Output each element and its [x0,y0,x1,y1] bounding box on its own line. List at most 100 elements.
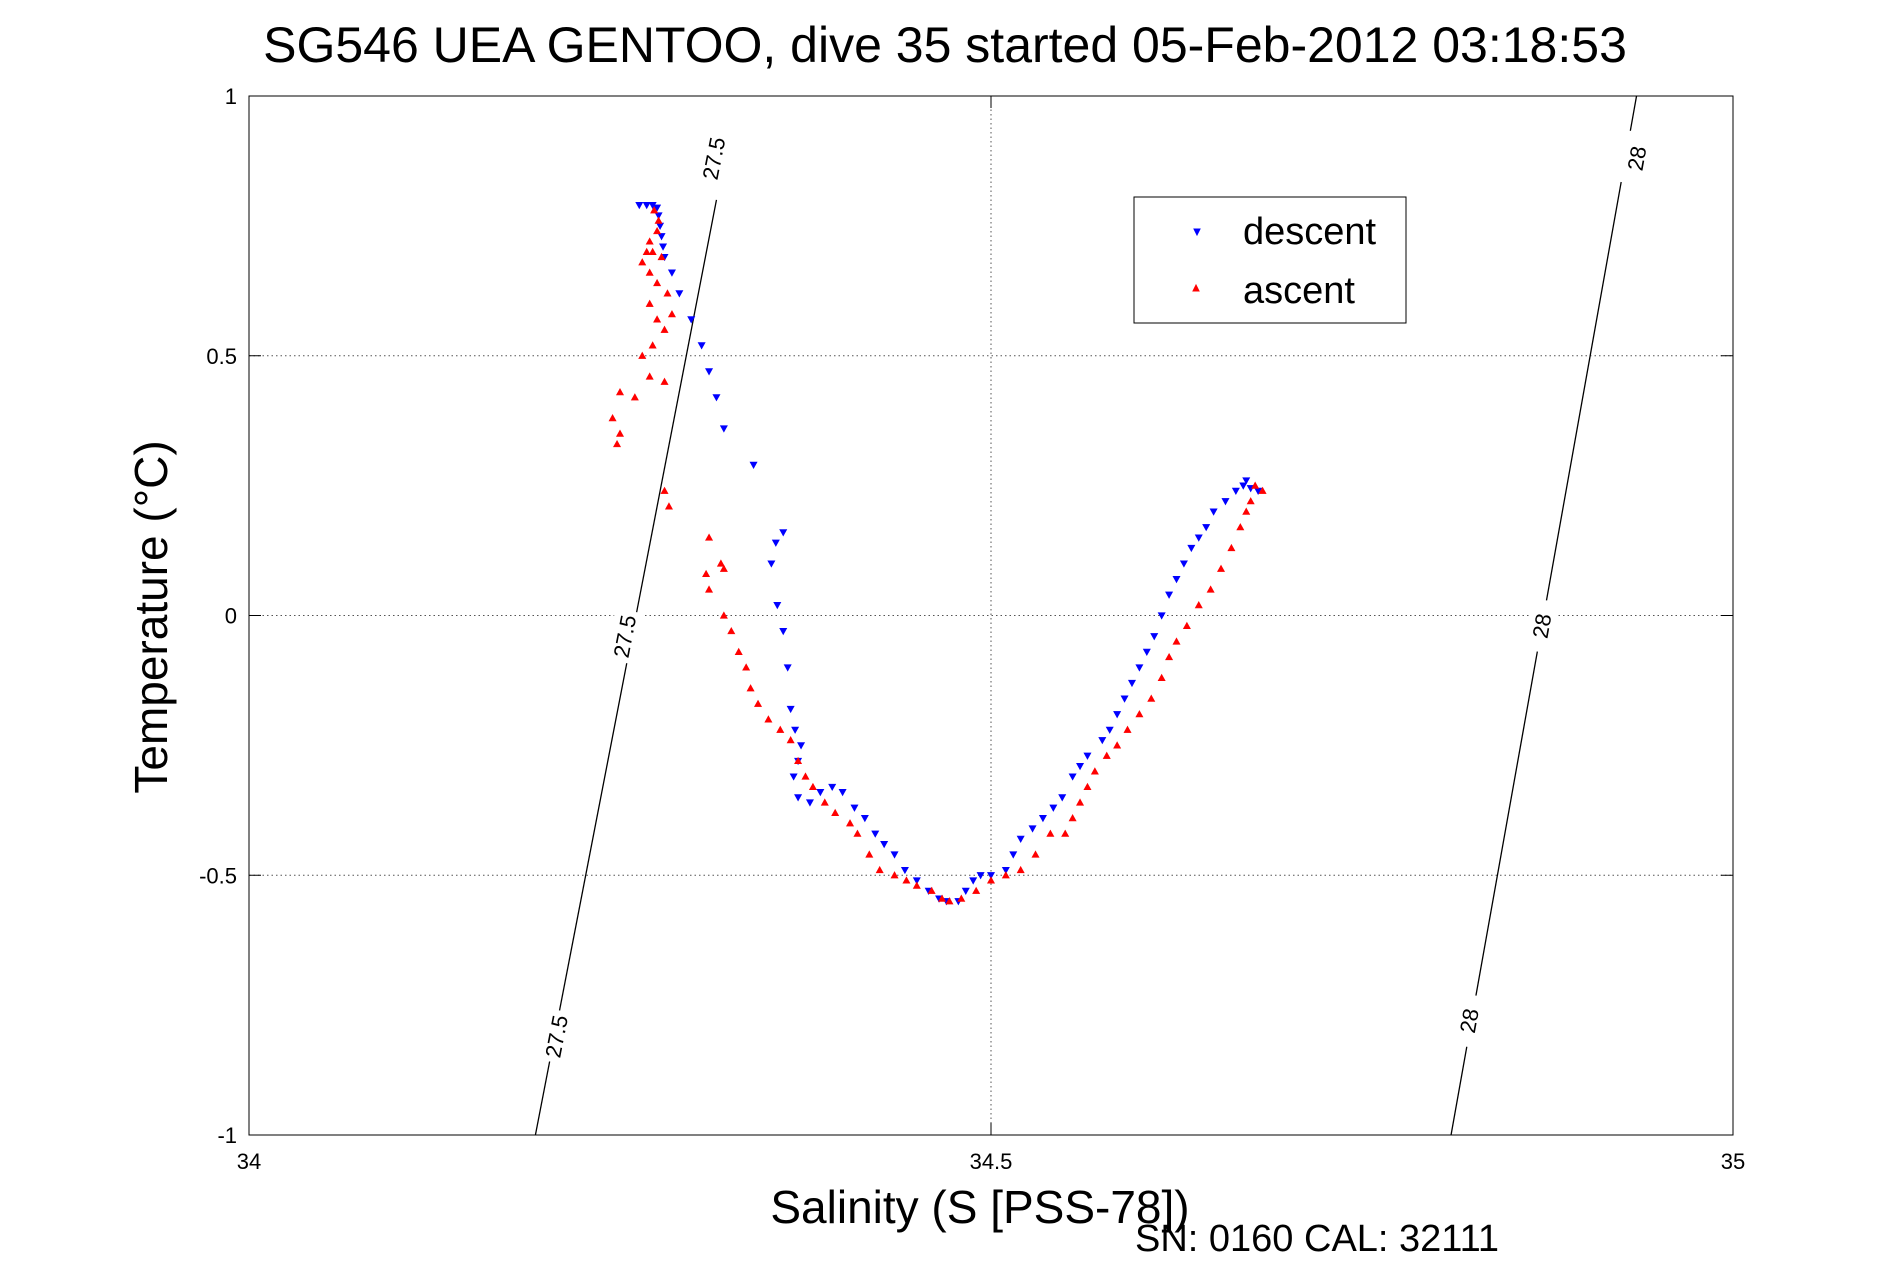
ascent-point [865,850,874,858]
descent-point [1142,648,1151,656]
ascent-point [1165,652,1174,661]
ascent-point [719,611,728,619]
ascent-point [645,237,654,245]
ascent-point [642,247,651,255]
descent-point [900,866,909,875]
ascent-point [648,341,657,349]
ascent-point [645,372,654,380]
descent-point [1157,612,1166,620]
ascent-point [938,894,947,902]
descent-point [880,840,889,849]
ascent-point [638,351,647,359]
descent-point [654,212,663,220]
descent-point [749,461,758,469]
descent-point [816,789,825,797]
descent-point [642,201,651,210]
isopycnal-label: 28 [1528,612,1557,640]
ascent-point [660,486,669,494]
descent-point [659,243,668,251]
descent-point [1001,866,1010,875]
ascent-point [1258,486,1267,494]
ascent-point [1061,829,1070,837]
descent-point [1028,825,1037,833]
ascent-point [653,315,662,323]
ascent-point [645,299,654,307]
descent-point [838,789,847,797]
isopycnal-label-mask [694,130,733,187]
descent-point [1187,544,1196,553]
ascent-point [1172,637,1181,645]
descent-point [871,830,880,838]
ascent-point [890,871,899,879]
descent-point [805,799,814,807]
ascent-point [808,782,817,791]
descent-point [976,872,985,880]
sn-cal-footer: SN: 0160 CAL: 32111 [1135,1218,1499,1260]
x-axis-label: Salinity (S [PSS-78]) [770,1181,1189,1233]
ascent-point [1242,507,1251,515]
ascent-point [912,881,921,889]
ascent-point [754,699,763,707]
descent-point [1150,633,1159,641]
descent-point [1076,763,1085,771]
ascent-point [657,252,666,261]
ascent-point [716,559,725,567]
ascent-point [1113,741,1122,749]
descent-point [783,664,792,672]
ascent-point [927,886,936,894]
y-tick-label: 1 [225,84,237,109]
ascent-point [1083,782,1092,791]
ascent-point [957,894,966,902]
ascent-point [653,226,662,235]
ascent-point [1147,694,1156,702]
ascent-point [986,876,996,884]
descent-point [719,425,728,433]
ascent-point [1206,585,1215,593]
descent-point [1016,835,1025,844]
ascent-point [1046,829,1055,837]
descent-point [635,201,644,210]
isopycnal-label: 28 [1623,144,1652,172]
descent-point [791,726,800,734]
ascent-point [654,216,663,224]
ascent-point [1157,673,1166,681]
legend-marker-ascent [1192,283,1200,292]
y-axis-label: Temperature (°C) [125,440,177,793]
descent-point [773,602,782,610]
ascent-point [653,278,662,287]
descent-point [1231,487,1240,495]
ascent-point [746,684,755,692]
legend-box [1133,196,1407,324]
ascent-point [734,647,743,655]
y-tick-label: 0.5 [206,344,237,369]
ascent-point [776,725,785,733]
descent-point [1113,711,1122,719]
descent-point [1221,498,1230,506]
x-tick-label: 34 [237,1149,261,1174]
ascent-point [764,715,773,723]
x-tick-labels: 34 34.5 35 [237,1149,1745,1174]
descent-point [1068,773,1077,781]
descent-point [850,804,859,812]
ascent-point [664,502,673,510]
ascent-point [608,413,617,422]
isopycnal-label-mask [1523,597,1560,654]
ascent-point [702,569,711,578]
ascent-point [638,258,647,266]
ascent-point [660,325,669,333]
descent-point [667,269,676,277]
ascent-point [1090,767,1099,775]
descent-point [779,627,788,636]
descent-point [961,887,970,895]
y-tick-label: 0 [225,604,237,629]
y-tick-labels: -1 -0.5 0 0.5 1 [199,84,237,1148]
descent-point [1202,524,1211,532]
ascent-point [1217,564,1226,572]
isopycnal-label: 28 [1455,1007,1484,1035]
descent-point [1165,591,1174,599]
ascent-point [853,829,862,837]
descent-point [657,233,666,241]
